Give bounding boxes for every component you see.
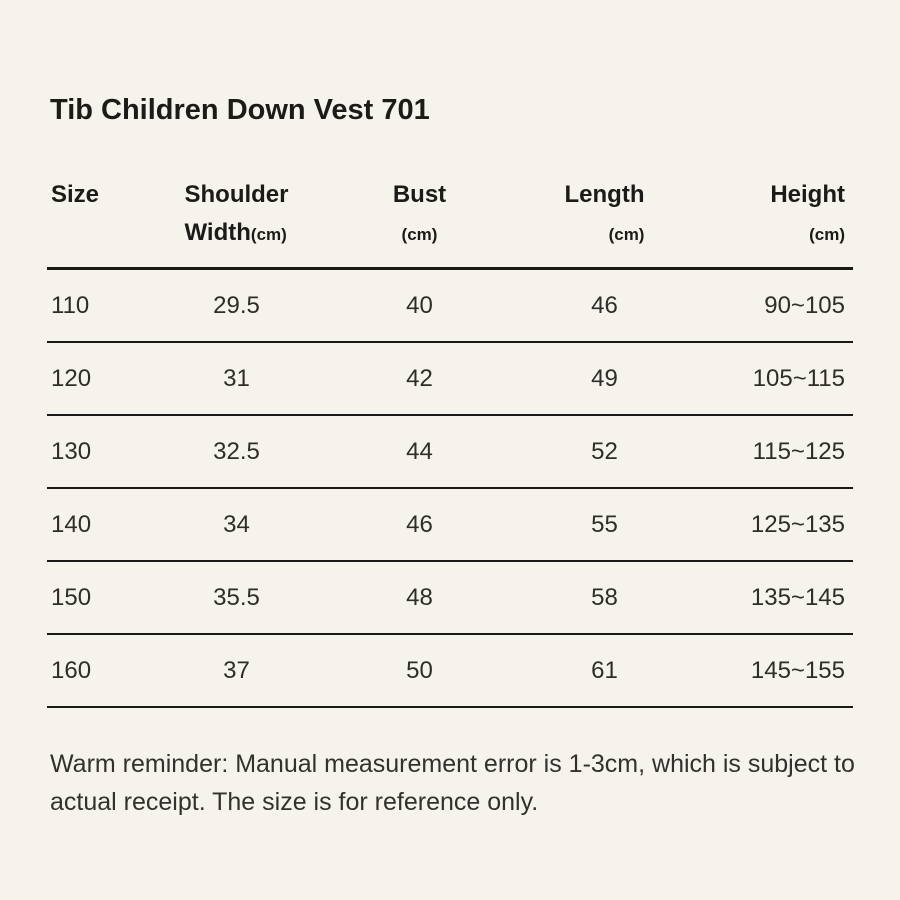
shoulder-width-cell: 31 bbox=[223, 364, 250, 392]
bust-cell: 46 bbox=[406, 510, 433, 538]
warm-reminder-line-1: Warm reminder: Manual measurement error … bbox=[50, 750, 855, 778]
length-cell: 49 bbox=[591, 364, 618, 392]
shoulder-width-cell: 35.5 bbox=[213, 583, 260, 611]
height-cell: 135~145 bbox=[750, 583, 845, 611]
header-size: Size bbox=[47, 176, 144, 254]
size-cell: 160 bbox=[51, 656, 92, 684]
header-length: Length (cm) bbox=[510, 176, 699, 254]
table-row-160: 160 37 50 61 145~155 bbox=[47, 635, 853, 708]
header-bust-unit: (cm) bbox=[401, 225, 438, 244]
size-cell: 150 bbox=[51, 583, 92, 611]
length-cell: 58 bbox=[591, 583, 618, 611]
header-size-label: Size bbox=[51, 181, 100, 208]
page-title: Tib Children Down Vest 701 bbox=[50, 94, 430, 126]
header-height-label: Height bbox=[770, 181, 845, 208]
bust-cell: 44 bbox=[406, 437, 433, 465]
shoulder-width-cell: 29.5 bbox=[213, 291, 260, 319]
bust-cell: 40 bbox=[406, 291, 433, 319]
header-shoulder-width: Shoulder Width(cm) bbox=[144, 176, 329, 254]
bust-cell: 48 bbox=[406, 583, 433, 611]
warm-reminder-note: Warm reminder: Manual measurement error … bbox=[50, 745, 855, 821]
size-chart-table: Size Shoulder Width(cm) Bust (cm) Length(… bbox=[47, 158, 853, 708]
size-cell: 110 bbox=[51, 291, 90, 319]
table-header-row: Size Shoulder Width(cm) Bust (cm) Length(… bbox=[47, 158, 853, 270]
table-row-130: 130 32.5 44 52 115~125 bbox=[47, 416, 853, 489]
header-shoulder-width-label: Shoulder Width(cm) bbox=[184, 181, 289, 246]
height-cell: 125~135 bbox=[750, 510, 845, 538]
length-cell: 55 bbox=[591, 510, 618, 538]
header-shoulder-width-unit: (cm) bbox=[250, 225, 287, 244]
table-row-120: 120 31 42 49 105~115 bbox=[47, 343, 853, 416]
shoulder-width-cell: 37 bbox=[223, 656, 250, 684]
size-cell: 120 bbox=[51, 364, 92, 392]
length-cell: 52 bbox=[591, 437, 618, 465]
table-row-110: 110 29.5 40 46 90~105 bbox=[47, 270, 853, 343]
header-height-unit: (cm) bbox=[809, 225, 845, 244]
header-length-label: Length (cm) bbox=[564, 181, 645, 244]
size-cell: 140 bbox=[51, 510, 92, 538]
bust-cell: 42 bbox=[406, 364, 433, 392]
length-cell: 61 bbox=[591, 656, 618, 684]
shoulder-width-cell: 34 bbox=[223, 510, 250, 538]
table-row-140: 140 34 46 55 125~135 bbox=[47, 489, 853, 562]
height-cell: 145~155 bbox=[750, 656, 845, 684]
header-bust: Bust (cm) bbox=[329, 176, 510, 254]
header-bust-label: Bust bbox=[392, 181, 447, 208]
size-cell: 130 bbox=[51, 437, 92, 465]
warm-reminder-line-2: actual receipt. The size is for referenc… bbox=[50, 788, 539, 816]
shoulder-width-cell: 32.5 bbox=[213, 437, 260, 465]
header-height: Height (cm) bbox=[699, 176, 853, 254]
length-cell: 46 bbox=[591, 291, 618, 319]
height-cell: 90~105 bbox=[764, 291, 845, 319]
bust-cell: 50 bbox=[406, 656, 433, 684]
table-row-150: 150 35.5 48 58 135~145 bbox=[47, 562, 853, 635]
header-length-unit: (cm) bbox=[608, 225, 645, 244]
height-cell: 105~115 bbox=[752, 364, 845, 392]
height-cell: 115~125 bbox=[752, 437, 845, 465]
